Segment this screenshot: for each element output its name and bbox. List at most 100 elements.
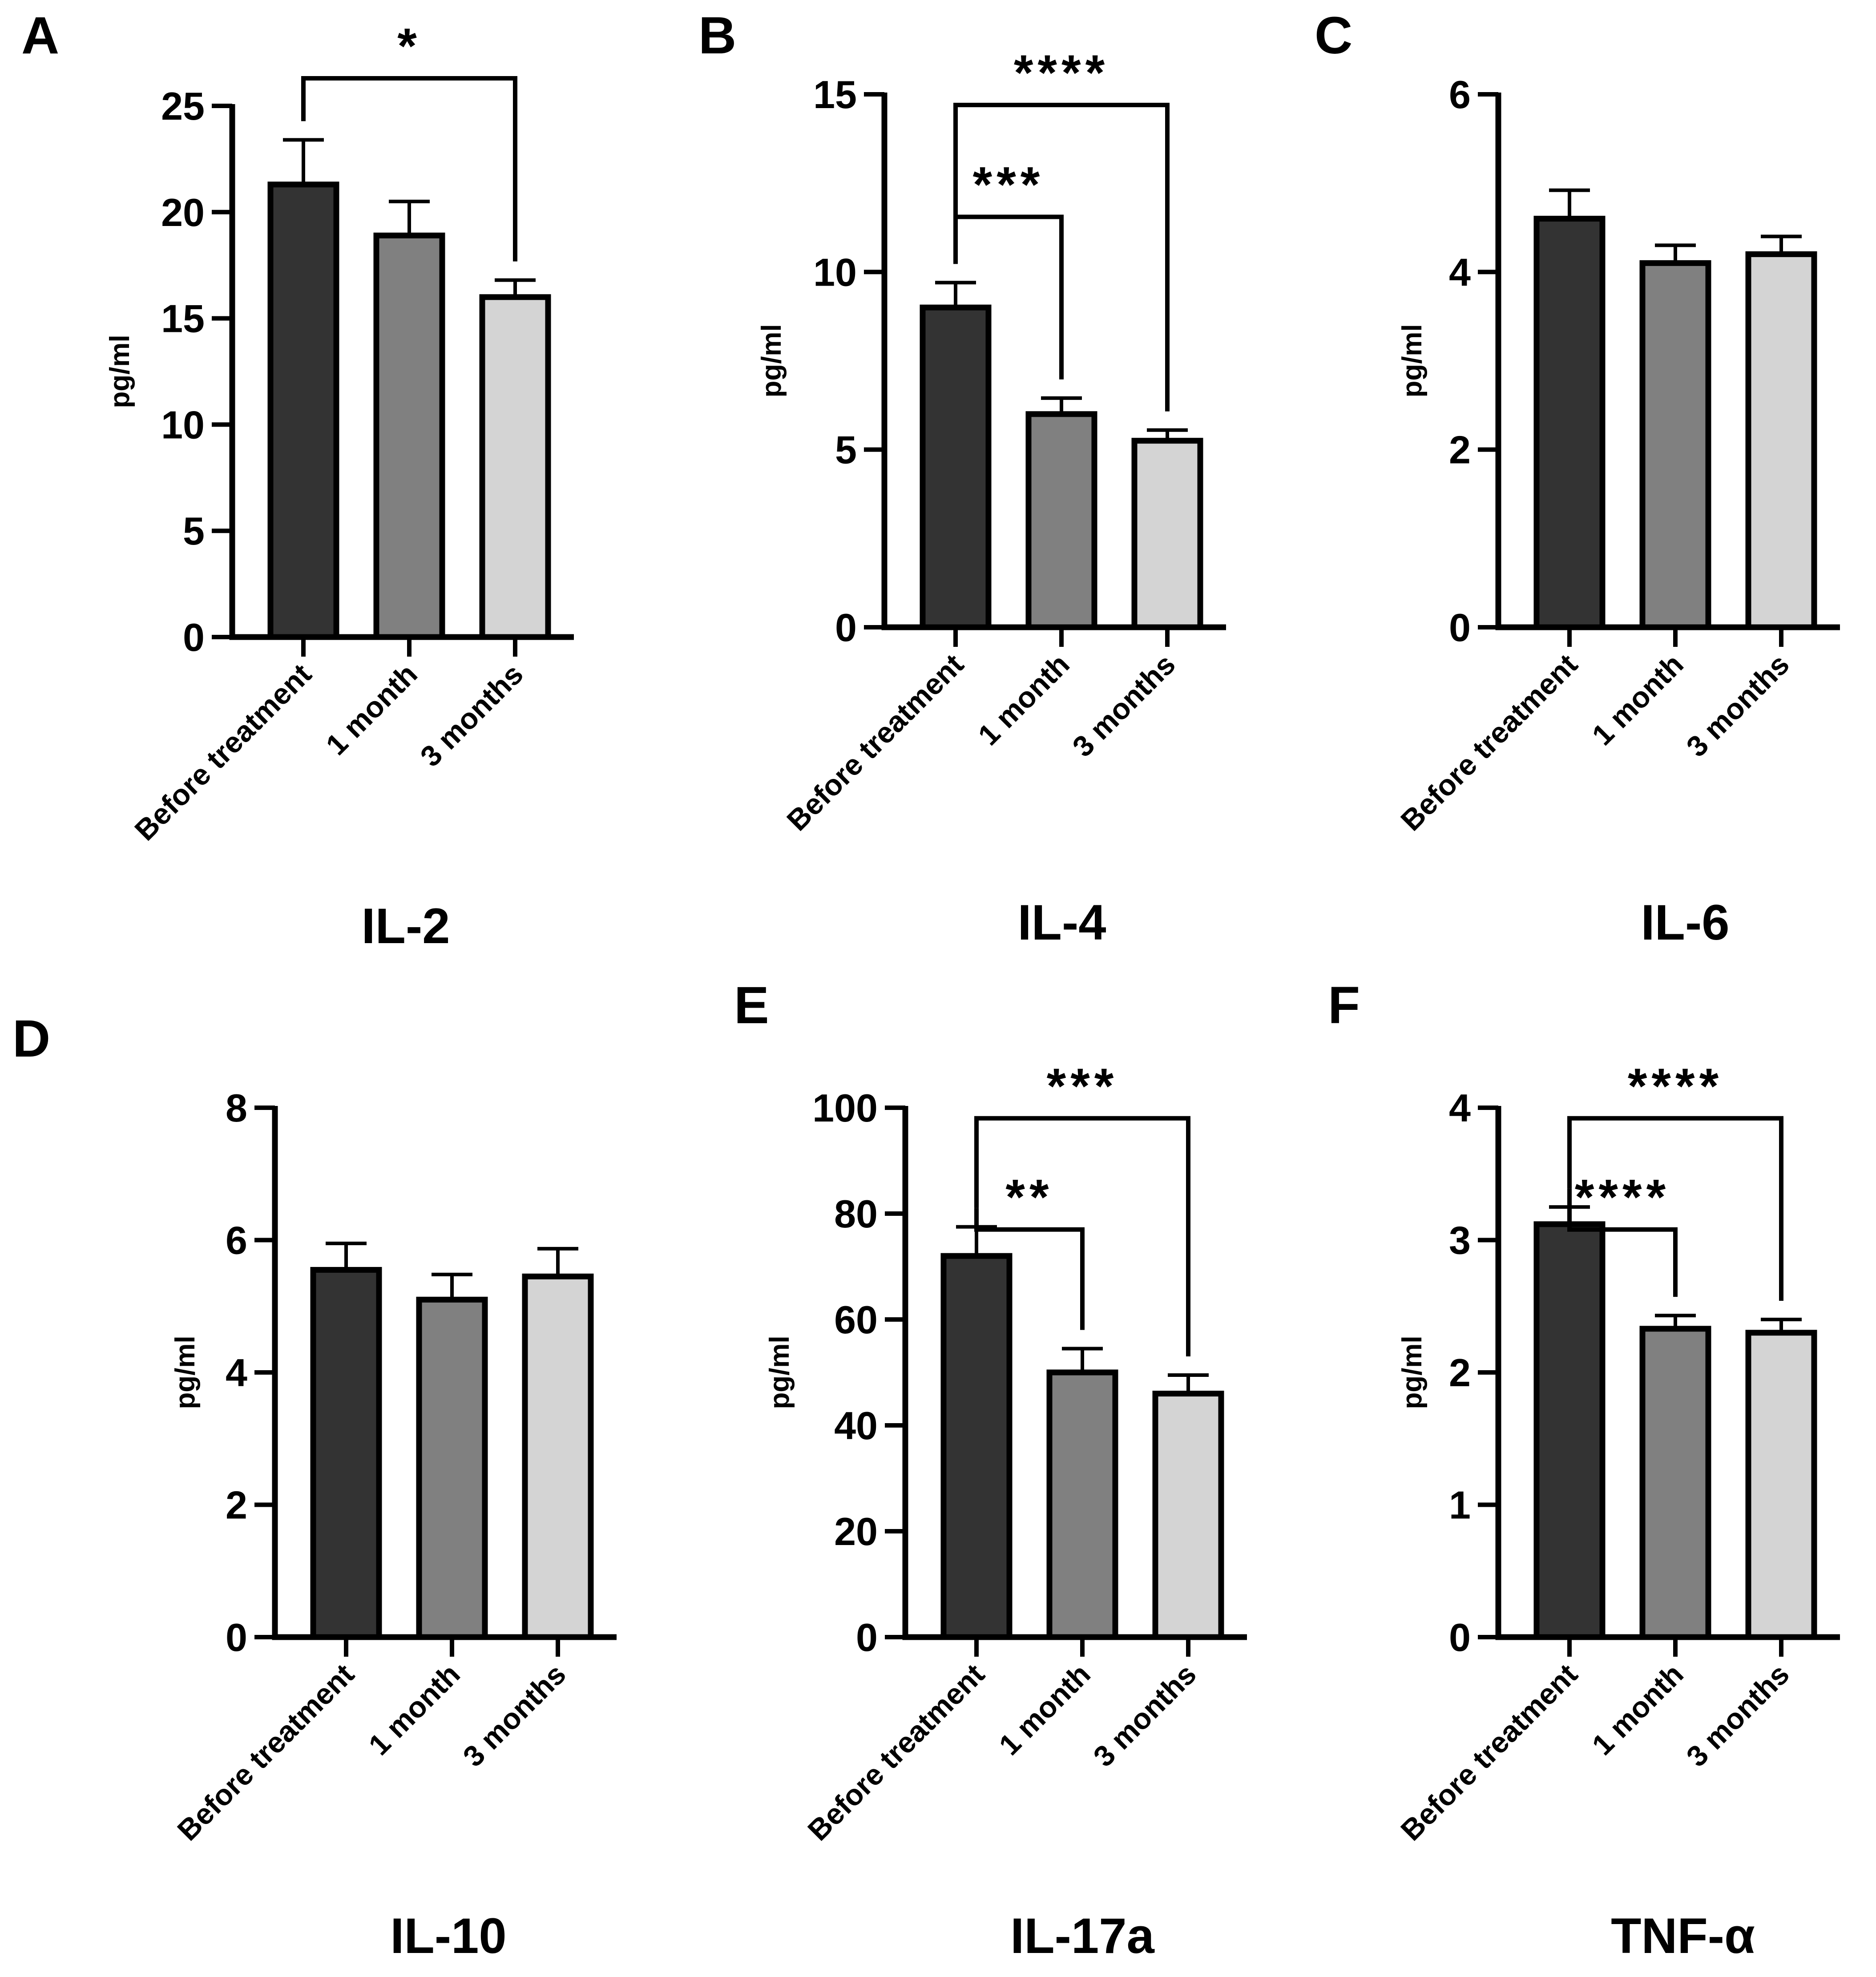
panel-letter: A — [21, 6, 59, 65]
y-tick-label: 100 — [812, 1086, 878, 1130]
x-tick-label: Before treatment — [780, 648, 970, 837]
y-tick-label: 1 — [1449, 1483, 1471, 1527]
x-tick-label: 1 month — [972, 648, 1076, 752]
significance-label: **** — [1014, 45, 1109, 101]
panel-title: TNF-α — [1611, 1908, 1755, 1964]
bar — [416, 1296, 488, 1640]
y-tick-label: 0 — [856, 1615, 878, 1659]
x-tick-label: 3 months — [1680, 1658, 1795, 1773]
y-tick-label: 20 — [161, 190, 205, 234]
x-tick-label: 1 month — [362, 1658, 466, 1762]
significance-label: ** — [1005, 1170, 1053, 1225]
y-tick-label: 0 — [835, 605, 857, 650]
panel-letter: F — [1328, 976, 1360, 1035]
y-tick-label: 6 — [1449, 73, 1471, 117]
y-tick-label: 2 — [1449, 1351, 1471, 1395]
panel-title: IL-10 — [390, 1908, 506, 1964]
y-axis-label: pg/ml — [756, 324, 787, 397]
significance-bracket — [974, 1116, 1190, 1356]
y-tick-label: 3 — [1449, 1218, 1471, 1263]
y-tick-label: 15 — [161, 297, 205, 341]
bar — [1533, 1221, 1606, 1640]
bar — [1025, 411, 1097, 630]
y-tick-label: 25 — [161, 84, 205, 128]
bar — [1745, 1330, 1817, 1640]
significance-bracket — [953, 102, 1170, 412]
y-tick-label: 80 — [834, 1192, 878, 1236]
significance-label: * — [397, 18, 421, 74]
bar — [1152, 1391, 1224, 1640]
y-axis-label: pg/ml — [170, 1335, 201, 1409]
y-tick-label: 10 — [161, 403, 205, 447]
y-tick-label: 4 — [1449, 250, 1471, 294]
bar — [940, 1253, 1013, 1640]
significance-label: *** — [973, 157, 1045, 213]
panel-title: IL-2 — [361, 898, 450, 954]
panel-letter: E — [734, 976, 769, 1035]
x-tick-label: Before treatment — [801, 1658, 991, 1847]
significance-bracket — [974, 1208, 1085, 1330]
significance-bracket — [1567, 1116, 1783, 1301]
y-tick-label: 2 — [226, 1483, 247, 1527]
panel-title: IL-6 — [1641, 895, 1729, 950]
y-tick-label: 4 — [226, 1351, 247, 1395]
y-axis-label: pg/ml — [764, 1335, 795, 1409]
bar — [1639, 260, 1711, 630]
y-tick-label: 4 — [1449, 1086, 1471, 1130]
y-tick-label: 8 — [226, 1086, 247, 1130]
x-tick-label: 3 months — [414, 658, 529, 773]
y-axis-label: pg/ml — [1397, 1335, 1428, 1409]
bar — [920, 304, 992, 630]
y-tick-label: 6 — [226, 1218, 247, 1263]
significance-label: *** — [1047, 1058, 1118, 1114]
bar — [522, 1273, 594, 1640]
bar — [1046, 1369, 1118, 1640]
panel-letter: B — [698, 6, 736, 65]
panel-title: IL-4 — [1017, 895, 1106, 950]
y-tick-label: 40 — [834, 1404, 878, 1448]
y-tick-label: 0 — [1449, 1615, 1471, 1659]
y-axis-label: pg/ml — [1397, 324, 1428, 397]
bar — [1533, 216, 1606, 630]
y-tick-label: 10 — [813, 250, 857, 294]
y-tick-label: 2 — [1449, 428, 1471, 472]
significance-bracket — [301, 76, 517, 262]
panel-letter: D — [12, 1009, 50, 1068]
y-tick-label: 5 — [183, 509, 205, 553]
y-tick-label: 0 — [226, 1615, 247, 1659]
significance-label: **** — [1628, 1058, 1723, 1114]
x-tick-label: 1 month — [1586, 648, 1690, 752]
bar — [479, 294, 551, 640]
bar — [373, 232, 445, 640]
x-tick-label: 1 month — [992, 1658, 1097, 1762]
panel-letter: C — [1315, 6, 1352, 65]
bar — [267, 182, 339, 640]
y-axis-label: pg/ml — [105, 335, 135, 408]
panel-title: IL-17a — [1010, 1908, 1154, 1964]
significance-label: **** — [1575, 1170, 1670, 1225]
bar — [1639, 1326, 1711, 1640]
y-tick-label: 5 — [835, 428, 857, 472]
x-tick-label: 3 months — [456, 1658, 572, 1773]
significance-bracket — [1567, 1188, 1678, 1297]
x-tick-label: Before treatment — [1394, 1658, 1584, 1847]
bar — [1745, 251, 1817, 630]
x-tick-label: 3 months — [1087, 1658, 1202, 1773]
x-tick-label: 1 month — [1586, 1658, 1690, 1762]
y-tick-label: 60 — [834, 1298, 878, 1342]
x-tick-label: 3 months — [1680, 648, 1795, 763]
bar — [1131, 438, 1203, 630]
x-tick-label: Before treatment — [1394, 648, 1584, 837]
y-tick-label: 0 — [1449, 605, 1471, 650]
y-tick-label: 0 — [183, 615, 205, 659]
x-tick-label: Before treatment — [171, 1658, 360, 1847]
x-tick-label: 1 month — [319, 658, 424, 762]
x-tick-label: Before treatment — [128, 658, 318, 847]
